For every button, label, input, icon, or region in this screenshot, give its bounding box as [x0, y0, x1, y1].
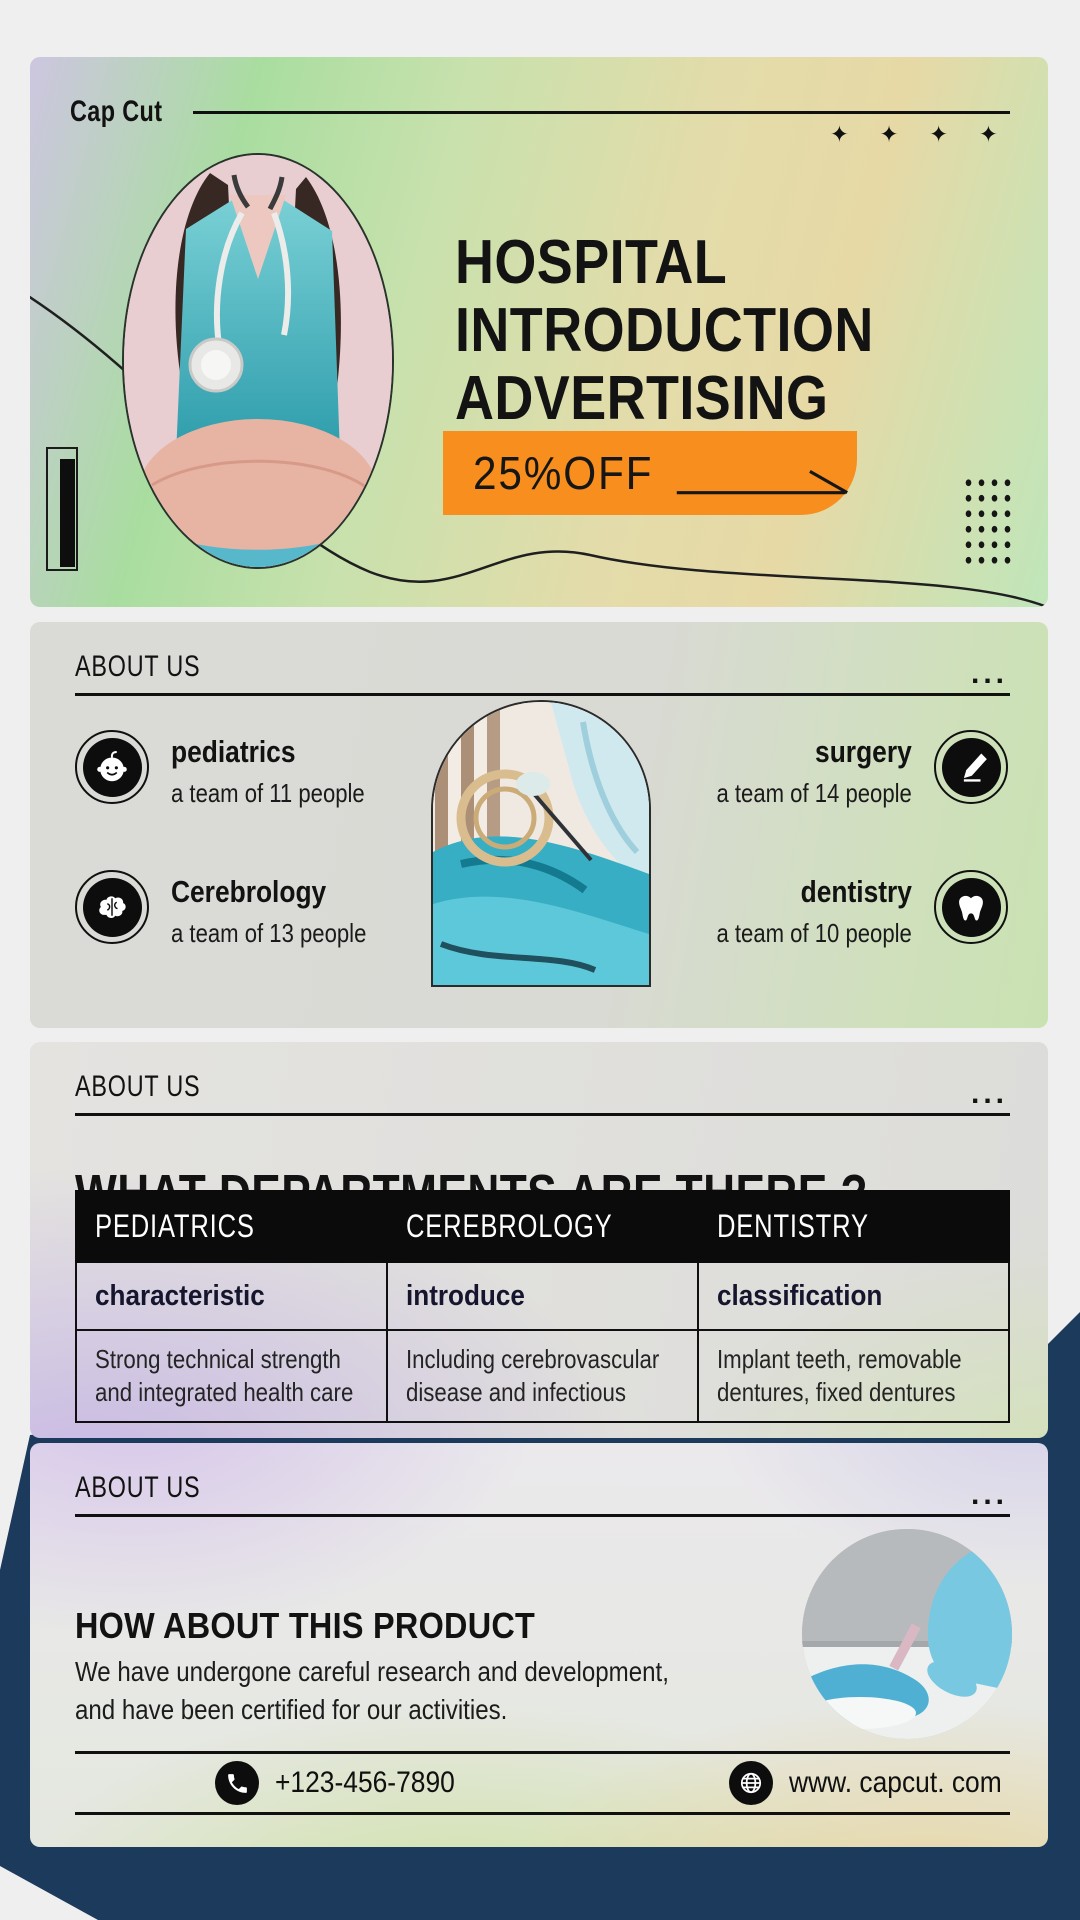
table-header-row: PEDIATRICS CEREBROLOGY DENTISTRY — [75, 1190, 1010, 1263]
phone-icon — [215, 1761, 259, 1805]
brand-logo: Cap Cut — [70, 95, 163, 128]
team-item-pediatrics: pediatrics a team of 11 people — [75, 730, 399, 809]
table-cell: classification — [697, 1261, 1010, 1331]
product-card: ABOUT US ... HOW ABOUT THIS PRODUCT We h… — [30, 1443, 1048, 1847]
table-header-cell: PEDIATRICS — [75, 1190, 388, 1263]
scalpel-icon — [934, 730, 1008, 804]
section-header: ABOUT US ... — [75, 1471, 1010, 1517]
departments-table: PEDIATRICS CEREBROLOGY DENTISTRY charact… — [75, 1190, 1010, 1423]
overflow-dots: ... — [970, 657, 1008, 690]
departments-card: ABOUT US ... WHAT DEPARTMENTS ARE THERE … — [30, 1042, 1048, 1438]
product-heading: HOW ABOUT THIS PRODUCT — [75, 1605, 536, 1646]
doctor-photo-art — [124, 155, 392, 567]
product-photo-art — [802, 1529, 1012, 1739]
overflow-dots: ... — [970, 1478, 1008, 1511]
body-line: and have been certified for our activiti… — [75, 1694, 508, 1725]
header-rule — [192, 110, 1010, 114]
section-label: ABOUT US — [75, 650, 201, 683]
doctor-photo — [122, 153, 394, 569]
table-cell: characteristic — [75, 1261, 388, 1331]
phone-contact[interactable]: +123-456-7890 — [215, 1761, 479, 1805]
team-subtitle: a team of 10 people — [716, 918, 912, 948]
website-url: www. capcut. com — [789, 1766, 1003, 1799]
team-item-dentistry: dentistry a team of 10 people — [682, 870, 1008, 949]
team-title: surgery — [815, 734, 912, 769]
team-title: Cerebrology — [171, 874, 327, 909]
section-label: ABOUT US — [75, 1471, 201, 1504]
body-line: We have undergone careful research and d… — [75, 1656, 669, 1687]
section-header: ABOUT US ... — [75, 1070, 1010, 1116]
hero-card: Cap Cut ✦ ✦ ✦ ✦ — [30, 57, 1048, 607]
table-subhead-row: characteristic introduce classification — [75, 1261, 1010, 1331]
offer-label: 25%OFF — [473, 447, 654, 499]
surgery-photo-art — [433, 702, 649, 985]
contact-bar: +123-456-7890 www. capcut. com — [75, 1751, 1010, 1815]
website-contact[interactable]: www. capcut. com — [729, 1761, 1031, 1805]
hero-header: Cap Cut — [70, 95, 1010, 129]
table-header-cell: DENTISTRY — [697, 1190, 1010, 1263]
team-subtitle: a team of 14 people — [716, 778, 912, 808]
surgery-photo — [431, 700, 651, 987]
team-subtitle: a team of 11 people — [171, 778, 365, 808]
hero-title: HOSPITAL INTRODUCTION ADVERTISING — [455, 227, 936, 433]
phone-number: +123-456-7890 — [275, 1766, 455, 1799]
product-photo — [802, 1529, 1012, 1739]
baby-icon — [75, 730, 149, 804]
table-cell: Implant teeth, removable dentures, fixed… — [697, 1329, 1010, 1423]
team-title: pediatrics — [171, 734, 296, 769]
table-detail-row: Strong technical strength and integrated… — [75, 1329, 1010, 1423]
section-label: ABOUT US — [75, 1070, 201, 1103]
table-cell: introduce — [386, 1261, 699, 1331]
brain-icon — [75, 870, 149, 944]
table-header-cell: CEREBROLOGY — [386, 1190, 699, 1263]
product-body: We have undergone careful research and d… — [75, 1653, 766, 1729]
team-item-surgery: surgery a team of 14 people — [682, 730, 1008, 809]
tooth-icon — [934, 870, 1008, 944]
arrow-right-icon — [676, 470, 849, 495]
dots-grid-decor — [962, 475, 1014, 567]
hero-title-line: INTRODUCTION — [455, 295, 874, 365]
diamonds-decor: ✦ ✦ ✦ ✦ — [829, 121, 1010, 147]
bar-decor — [60, 459, 75, 567]
table-cell: Strong technical strength and integrated… — [75, 1329, 388, 1423]
offer-banner[interactable]: 25%OFF — [443, 431, 857, 515]
table-cell: Including cerebrovascular disease and in… — [386, 1329, 699, 1423]
hero-title-line: ADVERTISING — [455, 363, 829, 433]
overflow-dots: ... — [970, 1077, 1008, 1110]
hero-title-line: HOSPITAL — [455, 227, 728, 297]
team-subtitle: a team of 13 people — [171, 918, 367, 948]
team-title: dentistry — [800, 874, 912, 909]
globe-icon — [729, 1761, 774, 1805]
section-header: ABOUT US ... — [75, 650, 1010, 696]
teams-card: ABOUT US ... pediatrics a team of 11 peo… — [30, 622, 1048, 1028]
bar-outline-decor — [46, 447, 78, 571]
team-item-cerebrology: Cerebrology a team of 13 people — [75, 870, 401, 949]
